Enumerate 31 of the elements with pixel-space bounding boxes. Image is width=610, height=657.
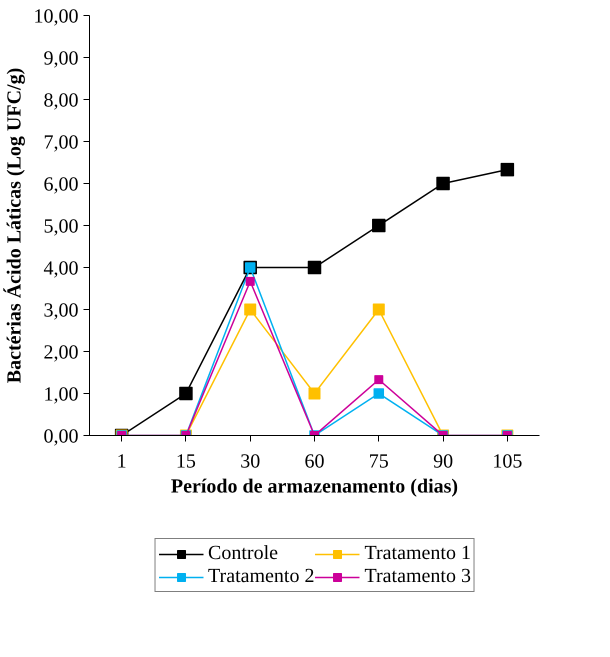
y-tick-label: 0,00 xyxy=(44,426,78,448)
point xyxy=(246,276,255,286)
y-tick-label: 1,00 xyxy=(44,384,78,406)
point xyxy=(436,176,450,190)
x-tick-label: 105 xyxy=(492,450,522,472)
legend-label: Tratamento 3 xyxy=(364,565,471,588)
y-tick-label: 3,00 xyxy=(44,300,78,322)
point xyxy=(308,260,322,274)
legend-label: Controle xyxy=(208,542,278,565)
y-tick-label: 5,00 xyxy=(44,216,78,238)
y-tick-label: 4,00 xyxy=(44,258,78,280)
y-tick-label: 9,00 xyxy=(44,48,78,70)
y-tick-label: 6,00 xyxy=(44,174,78,196)
x-tick-label: 15 xyxy=(176,450,196,472)
x-tick-label: 1 xyxy=(116,450,127,472)
legend-label: Tratamento 1 xyxy=(364,542,471,565)
x-tick-label: 90 xyxy=(433,450,454,472)
y-tick-label: 7,00 xyxy=(44,132,78,154)
y-axis-title: Bactérias Ácido Láticas (Log UFC/g) xyxy=(2,68,26,384)
point xyxy=(244,304,256,316)
legend-label: Tratamento 2 xyxy=(208,565,314,588)
point xyxy=(372,304,385,316)
y-tick-label: 10,00 xyxy=(34,6,78,28)
x-axis-title: Período de armazenamento (dias) xyxy=(170,476,458,498)
point xyxy=(372,218,386,232)
x-tick-label: 75 xyxy=(368,450,389,472)
y-tick-label: 2,00 xyxy=(44,342,78,364)
y-tick-label: 8,00 xyxy=(44,90,78,112)
point xyxy=(500,162,514,176)
x-tick-label: 30 xyxy=(240,450,260,472)
x-tick-label: 60 xyxy=(304,450,324,472)
